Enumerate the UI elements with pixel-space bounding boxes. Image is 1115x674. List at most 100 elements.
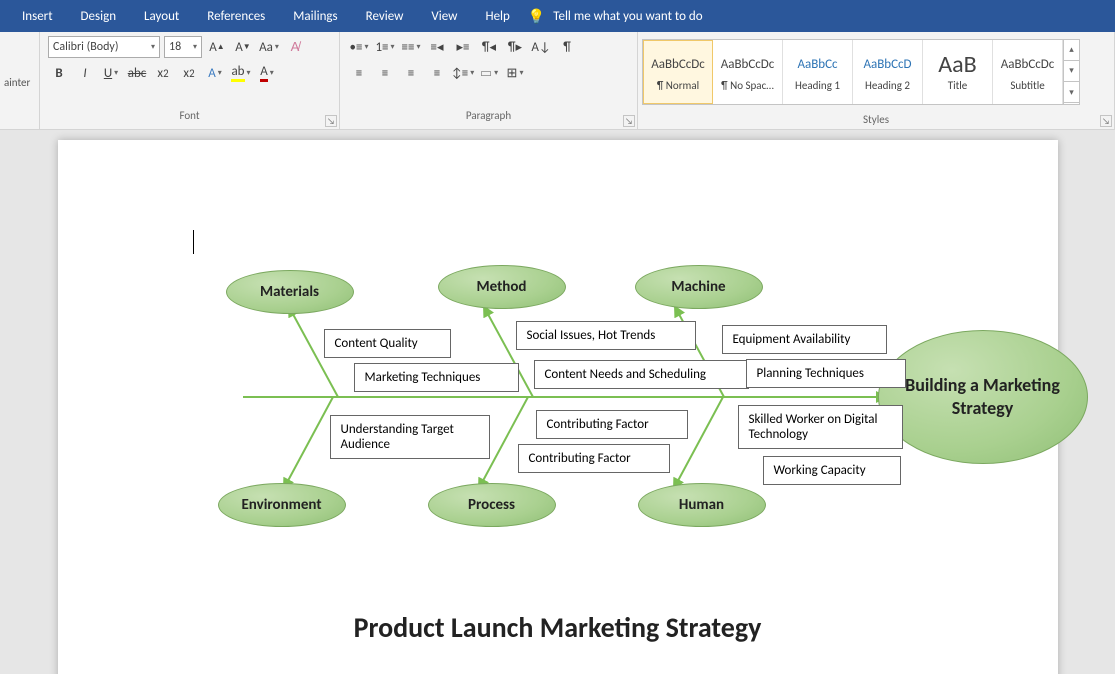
- tab-design[interactable]: Design: [67, 0, 130, 32]
- style-item-heading-1[interactable]: AaBbCc Heading 1: [783, 40, 853, 104]
- tab-view[interactable]: View: [417, 0, 471, 32]
- fishbone-diagram[interactable]: Building a Marketing StrategyMaterialsMe…: [138, 265, 1018, 555]
- fishbone-factor-box[interactable]: Understanding Target Audience: [330, 415, 490, 459]
- italic-button[interactable]: I: [74, 62, 96, 84]
- style-preview: AaBbCcDc: [721, 51, 775, 77]
- fishbone-factor-box[interactable]: Marketing Techniques: [354, 363, 519, 392]
- numbering-icon[interactable]: 1≡▾: [374, 36, 396, 58]
- fishbone-factor-box[interactable]: Planning Techniques: [746, 359, 906, 388]
- style-gallery-more[interactable]: ▴▾▾: [1063, 40, 1079, 104]
- style-item-subtitle[interactable]: AaBbCcDc Subtitle: [993, 40, 1063, 104]
- shrink-font-icon[interactable]: A▼: [232, 36, 254, 58]
- grow-font-icon[interactable]: A▲: [206, 36, 228, 58]
- font-group-label: Font: [48, 107, 331, 125]
- fishbone-category-materials[interactable]: Materials: [226, 270, 354, 314]
- paragraph-group: •≡▾ 1≡▾ ≡≡▾ ≡◂ ▸≡ ¶◂ ¶▸ A↓ ¶ ≡ ≡ ≡ ≡ ↕≡▾…: [340, 32, 638, 129]
- font-size-value: 18: [169, 40, 181, 54]
- paragraph-group-label: Paragraph: [348, 107, 629, 125]
- format-painter-label: ainter: [4, 76, 35, 89]
- style-name-label: Subtitle: [1010, 79, 1044, 92]
- style-item-heading-2[interactable]: AaBbCcD Heading 2: [853, 40, 923, 104]
- multilevel-list-icon[interactable]: ≡≡▾: [400, 36, 422, 58]
- subscript-button[interactable]: x2: [152, 62, 174, 84]
- fishbone-factor-box[interactable]: Skilled Worker on Digital Technology: [738, 405, 903, 449]
- fishbone-factor-box[interactable]: Social Issues, Hot Trends: [516, 321, 696, 350]
- ribbon-tab-bar: Insert Design Layout References Mailings…: [0, 0, 1115, 32]
- change-case-icon[interactable]: Aa▾: [258, 36, 280, 58]
- fishbone-category-process[interactable]: Process: [428, 483, 556, 527]
- style-name-label: Title: [948, 79, 968, 92]
- text-effects-icon[interactable]: A▾: [204, 62, 226, 84]
- tab-layout[interactable]: Layout: [130, 0, 193, 32]
- style-name-label: ¶ Normal: [657, 79, 699, 92]
- justify-icon[interactable]: ≡: [426, 62, 448, 84]
- align-left-icon[interactable]: ≡: [348, 62, 370, 84]
- font-name-selector[interactable]: Calibri (Body)▾: [48, 36, 160, 58]
- tab-references[interactable]: References: [193, 0, 279, 32]
- style-preview: AaBbCcDc: [651, 51, 705, 77]
- style-name-label: ¶ No Spac…: [721, 79, 774, 92]
- text-cursor: [193, 230, 194, 254]
- highlight-color-icon[interactable]: ab▾: [230, 62, 252, 84]
- ltr-direction-icon[interactable]: ¶◂: [478, 36, 500, 58]
- underline-button[interactable]: U▾: [100, 62, 122, 84]
- fishbone-factor-box[interactable]: Contributing Factor: [518, 444, 670, 473]
- style-name-label: Heading 2: [865, 79, 910, 92]
- align-center-icon[interactable]: ≡: [374, 62, 396, 84]
- font-size-selector[interactable]: 18▾: [164, 36, 202, 58]
- increase-indent-icon[interactable]: ▸≡: [452, 36, 474, 58]
- style-gallery: AaBbCcDc¶ NormalAaBbCcDc¶ No Spac…AaBbCc…: [642, 39, 1080, 105]
- tab-insert[interactable]: Insert: [8, 0, 67, 32]
- styles-group: AaBbCcDc¶ NormalAaBbCcDc¶ No Spac…AaBbCc…: [638, 32, 1115, 129]
- fishbone-factor-box[interactable]: Working Capacity: [763, 456, 901, 485]
- show-marks-icon[interactable]: ¶: [556, 36, 578, 58]
- ribbon-panel: ainter Calibri (Body)▾ 18▾ A▲ A▼ Aa▾ A̸ …: [0, 32, 1115, 130]
- style-item--normal[interactable]: AaBbCcDc ¶ Normal: [643, 40, 713, 104]
- fishbone-category-environment[interactable]: Environment: [218, 483, 346, 527]
- style-name-label: Heading 1: [795, 79, 840, 92]
- document-page[interactable]: Building a Marketing StrategyMaterialsMe…: [58, 140, 1058, 674]
- fishbone-head[interactable]: Building a Marketing Strategy: [878, 330, 1088, 464]
- paragraph-dialog-launcher-icon[interactable]: ↘: [623, 115, 635, 127]
- bold-button[interactable]: B: [48, 62, 70, 84]
- superscript-button[interactable]: x2: [178, 62, 200, 84]
- styles-dialog-launcher-icon[interactable]: ↘: [1100, 115, 1112, 127]
- document-scroll-area[interactable]: Building a Marketing Strategy Materials Me…: [0, 130, 1115, 674]
- fishbone-category-method[interactable]: Method: [438, 265, 566, 309]
- tab-help[interactable]: Help: [471, 0, 523, 32]
- decrease-indent-icon[interactable]: ≡◂: [426, 36, 448, 58]
- align-right-icon[interactable]: ≡: [400, 62, 422, 84]
- style-preview: AaBbCc: [797, 51, 837, 77]
- strikethrough-button[interactable]: abc: [126, 62, 148, 84]
- tab-mailings[interactable]: Mailings: [279, 0, 351, 32]
- tell-me-box[interactable]: 💡 Tell me what you want to do: [528, 8, 703, 25]
- font-name-value: Calibri (Body): [53, 40, 118, 54]
- fishbone-category-machine[interactable]: Machine: [635, 265, 763, 309]
- tell-me-label: Tell me what you want to do: [553, 9, 702, 24]
- style-item--no-spac-[interactable]: AaBbCcDc ¶ No Spac…: [713, 40, 783, 104]
- styles-group-label: Styles: [642, 111, 1110, 129]
- sort-icon[interactable]: A↓: [530, 36, 552, 58]
- rtl-direction-icon[interactable]: ¶▸: [504, 36, 526, 58]
- style-preview: AaB: [938, 51, 976, 77]
- font-group: Calibri (Body)▾ 18▾ A▲ A▼ Aa▾ A̸ B I U▾ …: [40, 32, 340, 129]
- document-heading: Product Launch Marketing Strategy: [58, 610, 1058, 645]
- shading-icon[interactable]: ▭▾: [478, 62, 500, 84]
- line-spacing-icon[interactable]: ↕≡▾: [452, 62, 474, 84]
- tab-review[interactable]: Review: [352, 0, 418, 32]
- style-preview: AaBbCcD: [863, 51, 911, 77]
- lightbulb-icon: 💡: [528, 8, 545, 25]
- font-dialog-launcher-icon[interactable]: ↘: [325, 115, 337, 127]
- fishbone-factor-box[interactable]: Content Needs and Scheduling: [534, 360, 749, 389]
- clipboard-group-partial: ainter: [0, 32, 40, 129]
- borders-icon[interactable]: ⊞▾: [504, 62, 526, 84]
- font-color-icon[interactable]: A▾: [256, 62, 278, 84]
- fishbone-category-human[interactable]: Human: [638, 483, 766, 527]
- bullets-icon[interactable]: •≡▾: [348, 36, 370, 58]
- clear-formatting-icon[interactable]: A̸: [284, 36, 306, 58]
- fishbone-factor-box[interactable]: Content Quality: [324, 329, 451, 358]
- fishbone-factor-box[interactable]: Equipment Availability: [722, 325, 887, 354]
- style-item-title[interactable]: AaB Title: [923, 40, 993, 104]
- style-preview: AaBbCcDc: [1001, 51, 1055, 77]
- fishbone-factor-box[interactable]: Contributing Factor: [536, 410, 688, 439]
